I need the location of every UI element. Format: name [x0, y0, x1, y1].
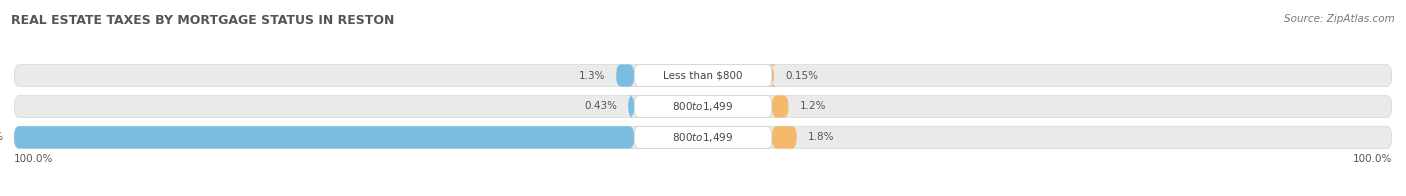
Text: REAL ESTATE TAXES BY MORTGAGE STATUS IN RESTON: REAL ESTATE TAXES BY MORTGAGE STATUS IN … — [11, 14, 395, 27]
Text: 0.43%: 0.43% — [583, 102, 617, 112]
Text: Less than $800: Less than $800 — [664, 71, 742, 81]
Text: 1.8%: 1.8% — [807, 132, 834, 142]
Text: Source: ZipAtlas.com: Source: ZipAtlas.com — [1284, 14, 1395, 24]
FancyBboxPatch shape — [628, 95, 634, 118]
Text: 1.3%: 1.3% — [579, 71, 605, 81]
Text: 96.3%: 96.3% — [0, 132, 3, 142]
FancyBboxPatch shape — [14, 64, 1392, 87]
FancyBboxPatch shape — [634, 126, 772, 149]
FancyBboxPatch shape — [634, 64, 772, 87]
FancyBboxPatch shape — [769, 64, 776, 87]
Text: $800 to $1,499: $800 to $1,499 — [672, 100, 734, 113]
FancyBboxPatch shape — [772, 126, 797, 149]
Text: $800 to $1,499: $800 to $1,499 — [672, 131, 734, 144]
FancyBboxPatch shape — [14, 126, 1392, 149]
Text: 1.2%: 1.2% — [800, 102, 825, 112]
FancyBboxPatch shape — [616, 64, 634, 87]
FancyBboxPatch shape — [772, 95, 789, 118]
FancyBboxPatch shape — [14, 95, 1392, 118]
Text: 100.0%: 100.0% — [14, 154, 53, 164]
Text: 0.15%: 0.15% — [785, 71, 818, 81]
FancyBboxPatch shape — [14, 126, 634, 149]
FancyBboxPatch shape — [634, 95, 772, 118]
Text: 100.0%: 100.0% — [1353, 154, 1392, 164]
